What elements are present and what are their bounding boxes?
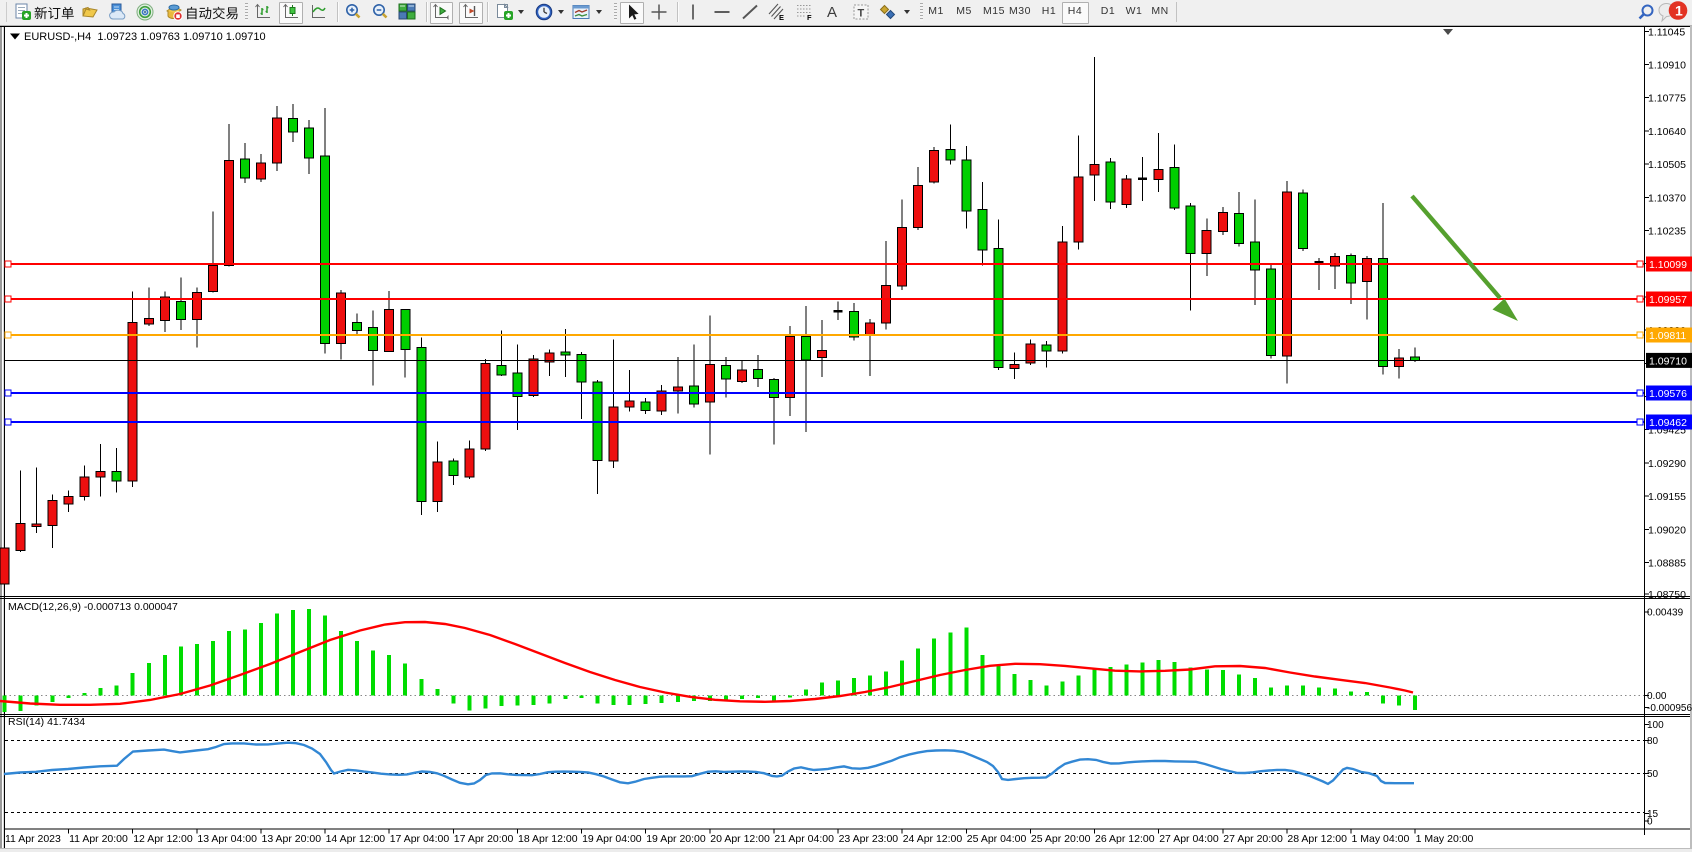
svg-text:20 Apr 12:00: 20 Apr 12:00	[710, 833, 770, 845]
svg-text:F: F	[807, 13, 812, 21]
svg-text:27 Apr 20:00: 27 Apr 20:00	[1223, 833, 1283, 845]
svg-text:1.09710: 1.09710	[1649, 355, 1687, 367]
svg-text:24 Apr 12:00: 24 Apr 12:00	[903, 833, 963, 845]
svg-text:1 May 20:00: 1 May 20:00	[1416, 833, 1474, 845]
svg-text:1.09462: 1.09462	[1649, 417, 1687, 429]
svg-text:1.09957: 1.09957	[1649, 294, 1687, 306]
svg-text:50: 50	[1647, 769, 1659, 780]
svg-text:1 May 04:00: 1 May 04:00	[1352, 833, 1410, 845]
svg-text:26 Apr 12:00: 26 Apr 12:00	[1095, 833, 1155, 845]
svg-text:1.10235: 1.10235	[1648, 226, 1686, 238]
svg-text:0.00: 0.00	[1647, 691, 1667, 702]
svg-text:14 Apr 12:00: 14 Apr 12:00	[326, 833, 386, 845]
svg-text:11 Apr 2023: 11 Apr 2023	[5, 833, 61, 845]
svg-text:1.11045: 1.11045	[1648, 26, 1685, 38]
svg-text:1.09811: 1.09811	[1649, 330, 1686, 342]
svg-text:1.10099: 1.10099	[1649, 259, 1687, 271]
svg-text:80: 80	[1647, 736, 1659, 747]
svg-text:28 Apr 12:00: 28 Apr 12:00	[1287, 833, 1347, 845]
svg-text:12 Apr 12:00: 12 Apr 12:00	[133, 833, 193, 845]
svg-text:1.09020: 1.09020	[1648, 524, 1686, 536]
svg-text:25 Apr 20:00: 25 Apr 20:00	[1031, 833, 1091, 845]
svg-text:T: T	[858, 8, 865, 20]
svg-text:23 Apr 23:00: 23 Apr 23:00	[839, 833, 899, 845]
svg-text:1.10775: 1.10775	[1648, 93, 1686, 105]
svg-text:1.09155: 1.09155	[1648, 491, 1686, 503]
svg-text:1.10370: 1.10370	[1648, 192, 1686, 204]
svg-text:0.00439: 0.00439	[1647, 608, 1684, 619]
svg-text:0: 0	[1647, 816, 1653, 827]
svg-text:15: 15	[1647, 809, 1659, 820]
svg-text:RSI(14) 41.7434: RSI(14) 41.7434	[8, 716, 85, 728]
svg-text:-0.000956: -0.000956	[1647, 703, 1692, 714]
svg-text:1.10910: 1.10910	[1648, 60, 1686, 72]
svg-text:19 Apr 04:00: 19 Apr 04:00	[582, 833, 642, 845]
svg-text:27 Apr 04:00: 27 Apr 04:00	[1159, 833, 1219, 845]
svg-text:17 Apr 04:00: 17 Apr 04:00	[390, 833, 450, 845]
svg-text:1.10640: 1.10640	[1648, 126, 1686, 138]
svg-text:1.09290: 1.09290	[1648, 458, 1686, 470]
svg-text:1.08885: 1.08885	[1648, 558, 1686, 570]
svg-text:1.09576: 1.09576	[1649, 388, 1687, 400]
svg-text:18 Apr 12:00: 18 Apr 12:00	[518, 833, 578, 845]
svg-text:1.08750: 1.08750	[1648, 589, 1686, 601]
svg-text:17 Apr 20:00: 17 Apr 20:00	[454, 833, 514, 845]
svg-text:19 Apr 20:00: 19 Apr 20:00	[646, 833, 706, 845]
svg-text:21 Apr 04:00: 21 Apr 04:00	[774, 833, 834, 845]
svg-text:11 Apr 20:00: 11 Apr 20:00	[69, 833, 128, 845]
svg-text:E: E	[779, 13, 784, 21]
svg-text:1: 1	[1675, 3, 1683, 19]
svg-text:1.10505: 1.10505	[1648, 159, 1686, 171]
svg-text:100: 100	[1647, 720, 1664, 731]
svg-text:25 Apr 04:00: 25 Apr 04:00	[967, 833, 1027, 845]
svg-text:13 Apr 20:00: 13 Apr 20:00	[262, 833, 322, 845]
svg-text:EURUSD-,H4 1.09723 1.09763 1.: EURUSD-,H4 1.09723 1.09763 1.09710 1.097…	[24, 31, 266, 43]
svg-text:MACD(12,26,9) -0.000713 0.0000: MACD(12,26,9) -0.000713 0.000047	[8, 601, 178, 613]
svg-text:13 Apr 04:00: 13 Apr 04:00	[197, 833, 257, 845]
